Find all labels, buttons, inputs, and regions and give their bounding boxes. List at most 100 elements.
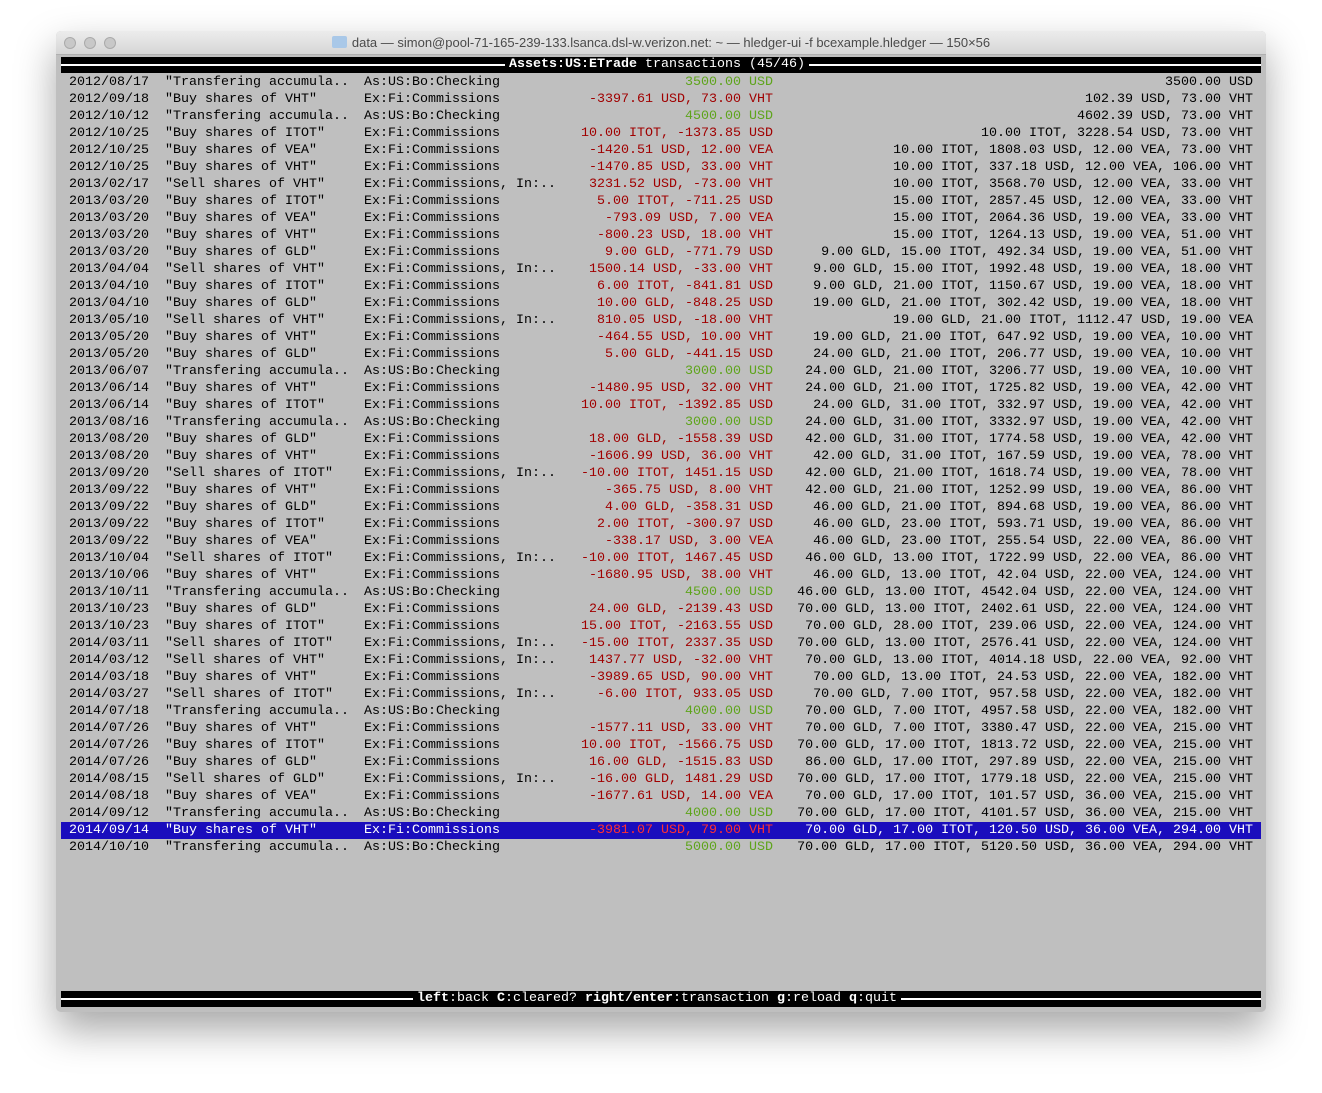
register-row[interactable]: 2014/08/18 "Buy shares of VEA" Ex:Fi:Commi… (61, 788, 1261, 805)
header-bar: Assets:US:ETrade transactions (45/46) (61, 57, 1261, 73)
register-row[interactable]: 2013/03/20 "Buy shares of ITOT" Ex:Fi:Comm… (61, 193, 1261, 210)
date: 2014/03/18 (69, 670, 149, 685)
register-row[interactable]: 2013/10/04 "Sell shares of ITOT" Ex:Fi:Com… (61, 550, 1261, 567)
close-button[interactable] (64, 37, 76, 49)
other-accounts: Ex:Fi:Commissions (364, 534, 500, 549)
balance: 46.00 GLD, 21.00 ITOT, 894.68 USD, 19.00… (813, 500, 1253, 515)
minimize-button[interactable] (84, 37, 96, 49)
register-row[interactable]: 2014/07/26 "Buy shares of GLD" Ex:Fi:Commi… (61, 754, 1261, 771)
register-row[interactable]: 2013/10/06 "Buy shares of VHT" Ex:Fi:Commi… (61, 567, 1261, 584)
description: "Sell shares of VHT" (165, 177, 325, 192)
description: "Buy shares of GLD" (165, 432, 317, 447)
other-accounts: Ex:Fi:Commissions (364, 330, 500, 345)
register-row[interactable]: 2014/03/11 "Sell shares of ITOT" Ex:Fi:Com… (61, 635, 1261, 652)
register-row[interactable]: 2013/10/23 "Buy shares of ITOT" Ex:Fi:Comm… (61, 618, 1261, 635)
balance: 46.00 GLD, 23.00 ITOT, 255.54 USD, 22.00… (813, 534, 1253, 549)
balance: 46.00 GLD, 13.00 ITOT, 4542.04 USD, 22.0… (797, 585, 1253, 600)
register-row[interactable]: 2012/10/25 "Buy shares of VHT" Ex:Fi:Commi… (61, 159, 1261, 176)
register-row[interactable]: 2014/07/26 "Buy shares of VHT" Ex:Fi:Commi… (61, 720, 1261, 737)
amount: 18.00 GLD, -1558.39 USD (589, 432, 773, 447)
date: 2013/10/04 (69, 551, 149, 566)
register-row[interactable]: 2013/09/22 "Buy shares of VEA" Ex:Fi:Commi… (61, 533, 1261, 550)
date: 2013/05/20 (69, 330, 149, 345)
register-row[interactable]: 2012/09/18 "Buy shares of VHT" Ex:Fi:Commi… (61, 91, 1261, 108)
balance: 19.00 GLD, 21.00 ITOT, 302.42 USD, 19.00… (813, 296, 1253, 311)
register-row[interactable]: 2014/03/27 "Sell shares of ITOT" Ex:Fi:Com… (61, 686, 1261, 703)
register-row[interactable]: 2013/02/17 "Sell shares of VHT" Ex:Fi:Comm… (61, 176, 1261, 193)
register-list[interactable]: 2012/08/17 "Transfering accumula.. As:US:B… (61, 74, 1261, 856)
hledger-ui-screen[interactable]: Assets:US:ETrade transactions (45/46) 20… (61, 57, 1261, 1009)
date: 2014/10/10 (69, 840, 149, 855)
register-row[interactable]: 2014/07/18 "Transfering accumula.. As:US:B… (61, 703, 1261, 720)
description: "Buy shares of GLD" (165, 755, 317, 770)
description: "Buy shares of ITOT" (165, 398, 325, 413)
register-row[interactable]: 2014/10/10 "Transfering accumula.. As:US:B… (61, 839, 1261, 856)
date: 2013/10/23 (69, 619, 149, 634)
register-row[interactable]: 2013/08/16 "Transfering accumula.. As:US:B… (61, 414, 1261, 431)
description: "Buy shares of ITOT" (165, 517, 325, 532)
balance: 15.00 ITOT, 2857.45 USD, 12.00 VEA, 33.0… (893, 194, 1253, 209)
register-row[interactable]: 2014/08/15 "Sell shares of GLD" Ex:Fi:Comm… (61, 771, 1261, 788)
other-accounts: Ex:Fi:Commissions (364, 126, 500, 141)
register-row[interactable]: 2013/03/20 "Buy shares of VHT" Ex:Fi:Commi… (61, 227, 1261, 244)
register-row[interactable]: 2013/05/20 "Buy shares of VHT" Ex:Fi:Commi… (61, 329, 1261, 346)
register-row[interactable]: 2013/05/20 "Buy shares of GLD" Ex:Fi:Commi… (61, 346, 1261, 363)
other-accounts: As:US:Bo:Checking (364, 109, 500, 124)
amount: 1500.14 USD, -33.00 VHT (589, 262, 773, 277)
description: "Buy shares of GLD" (165, 245, 317, 260)
register-row[interactable]: 2014/07/26 "Buy shares of ITOT" Ex:Fi:Comm… (61, 737, 1261, 754)
amount: 9.00 GLD, -771.79 USD (605, 245, 773, 260)
register-row[interactable]: 2014/03/18 "Buy shares of VHT" Ex:Fi:Commi… (61, 669, 1261, 686)
register-row[interactable]: 2013/09/20 "Sell shares of ITOT" Ex:Fi:Com… (61, 465, 1261, 482)
amount: -365.75 USD, 8.00 VHT (605, 483, 773, 498)
other-accounts: Ex:Fi:Commissions (364, 92, 500, 107)
date: 2013/06/14 (69, 381, 149, 396)
description: "Buy shares of GLD" (165, 296, 317, 311)
other-accounts: Ex:Fi:Commissions, In:.. (364, 772, 556, 787)
register-row[interactable]: 2013/03/20 "Buy shares of VEA" Ex:Fi:Commi… (61, 210, 1261, 227)
amount: 15.00 ITOT, -2163.55 USD (581, 619, 773, 634)
register-row[interactable]: 2013/06/14 "Buy shares of VHT" Ex:Fi:Commi… (61, 380, 1261, 397)
account-name: Assets:US:ETrade (509, 57, 637, 72)
register-row[interactable]: 2013/06/14 "Buy shares of ITOT" Ex:Fi:Comm… (61, 397, 1261, 414)
amount: 4000.00 USD (685, 806, 773, 821)
register-row[interactable]: 2013/03/20 "Buy shares of GLD" Ex:Fi:Commi… (61, 244, 1261, 261)
date: 2014/03/11 (69, 636, 149, 651)
other-accounts: Ex:Fi:Commissions (364, 619, 500, 634)
register-row[interactable]: 2013/09/22 "Buy shares of ITOT" Ex:Fi:Comm… (61, 516, 1261, 533)
register-row[interactable]: 2013/06/07 "Transfering accumula.. As:US:B… (61, 363, 1261, 380)
register-row[interactable]: 2013/09/22 "Buy shares of VHT" Ex:Fi:Commi… (61, 482, 1261, 499)
register-row[interactable]: 2012/08/17 "Transfering accumula.. As:US:B… (61, 74, 1261, 91)
date: 2013/04/10 (69, 296, 149, 311)
register-row[interactable]: 2012/10/25 "Buy shares of VEA" Ex:Fi:Commi… (61, 142, 1261, 159)
description: "Transfering accumula.. (165, 75, 349, 90)
register-row[interactable]: 2013/04/04 "Sell shares of VHT" Ex:Fi:Comm… (61, 261, 1261, 278)
balance: 10.00 ITOT, 337.18 USD, 12.00 VEA, 106.0… (893, 160, 1253, 175)
description: "Sell shares of VHT" (165, 262, 325, 277)
balance: 9.00 GLD, 15.00 ITOT, 492.34 USD, 19.00 … (821, 245, 1253, 260)
register-row[interactable]: 2013/04/10 "Buy shares of GLD" Ex:Fi:Commi… (61, 295, 1261, 312)
register-row[interactable]: 2014/09/12 "Transfering accumula.. As:US:B… (61, 805, 1261, 822)
register-row[interactable]: 2013/09/22 "Buy shares of GLD" Ex:Fi:Commi… (61, 499, 1261, 516)
balance: 9.00 GLD, 15.00 ITOT, 1992.48 USD, 19.00… (813, 262, 1253, 277)
amount: 4500.00 USD (685, 585, 773, 600)
balance: 70.00 GLD, 17.00 ITOT, 5120.50 USD, 36.0… (797, 840, 1253, 855)
register-row-selected[interactable]: 2014/09/14 "Buy shares of VHT" Ex:Fi:Commi… (61, 822, 1261, 839)
register-row[interactable]: 2012/10/25 "Buy shares of ITOT" Ex:Fi:Comm… (61, 125, 1261, 142)
register-row[interactable]: 2012/10/12 "Transfering accumula.. As:US:B… (61, 108, 1261, 125)
register-row[interactable]: 2013/08/20 "Buy shares of VHT" Ex:Fi:Commi… (61, 448, 1261, 465)
other-accounts: Ex:Fi:Commissions (364, 211, 500, 226)
zoom-button[interactable] (104, 37, 116, 49)
register-row[interactable]: 2014/03/12 "Sell shares of VHT" Ex:Fi:Comm… (61, 652, 1261, 669)
register-row[interactable]: 2013/04/10 "Buy shares of ITOT" Ex:Fi:Comm… (61, 278, 1261, 295)
amount: -1480.95 USD, 32.00 VHT (589, 381, 773, 396)
description: "Transfering accumula.. (165, 585, 349, 600)
date: 2014/07/26 (69, 738, 149, 753)
separator: : (672, 991, 681, 1006)
register-row[interactable]: 2013/10/11 "Transfering accumula.. As:US:B… (61, 584, 1261, 601)
register-row[interactable]: 2013/05/10 "Sell shares of VHT" Ex:Fi:Comm… (61, 312, 1261, 329)
description: "Sell shares of ITOT" (165, 687, 333, 702)
description: "Buy shares of ITOT" (165, 279, 325, 294)
register-row[interactable]: 2013/08/20 "Buy shares of GLD" Ex:Fi:Commi… (61, 431, 1261, 448)
register-row[interactable]: 2013/10/23 "Buy shares of GLD" Ex:Fi:Commi… (61, 601, 1261, 618)
